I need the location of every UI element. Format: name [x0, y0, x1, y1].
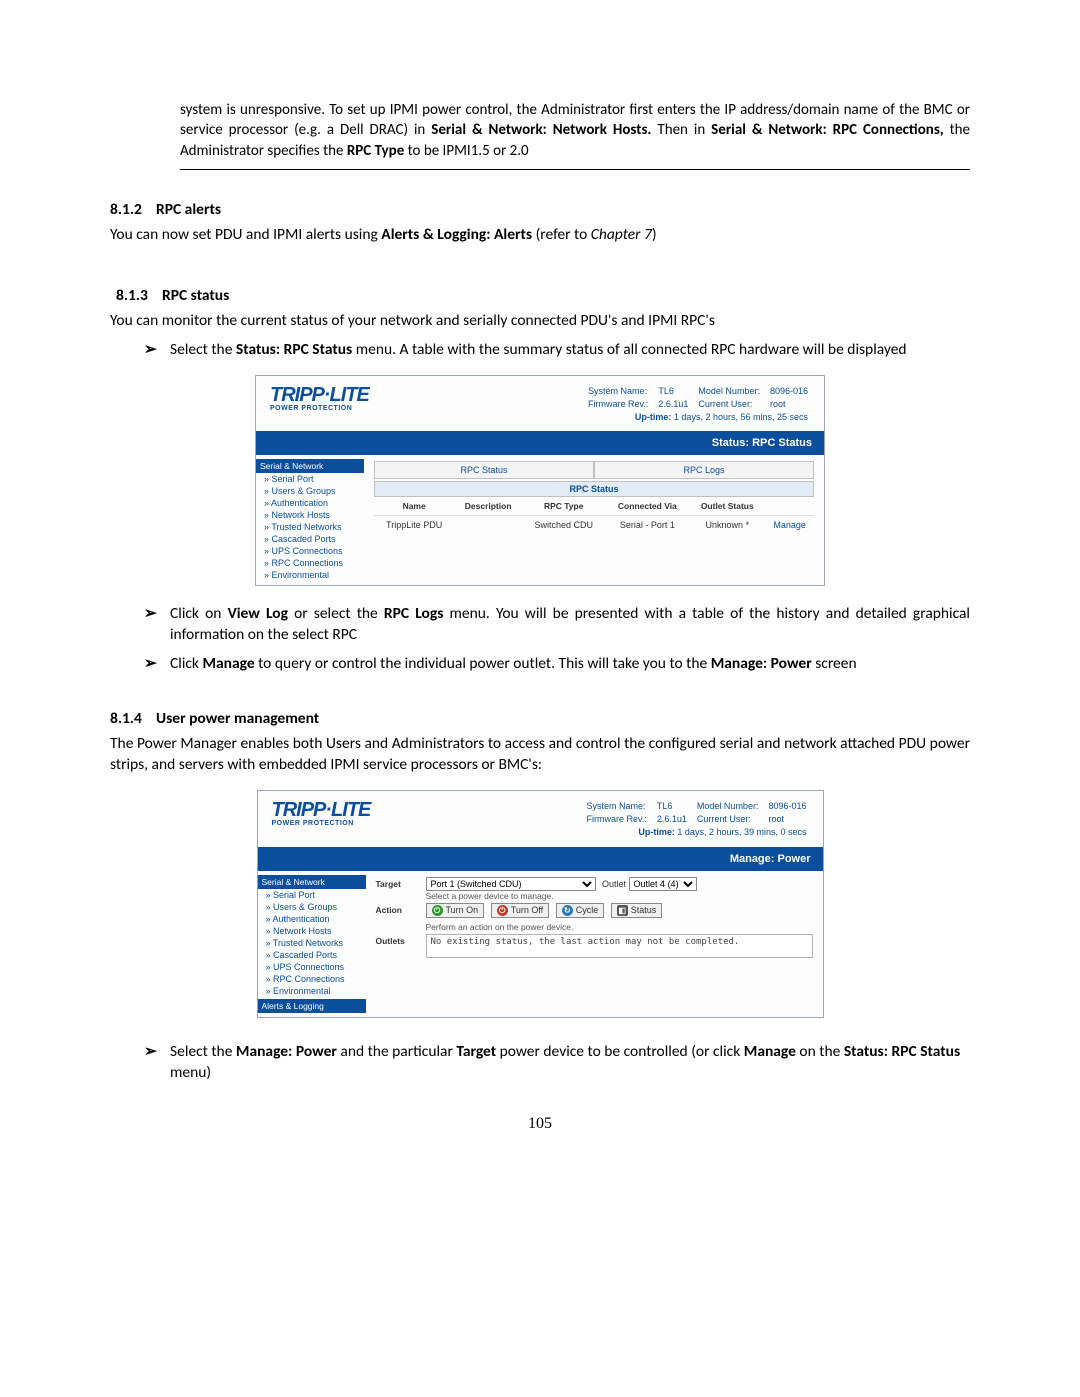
status-icon: ◧	[617, 905, 628, 916]
sidebar-item[interactable]: » RPC Connections	[258, 973, 366, 985]
sidebar-item[interactable]: » Cascaded Ports	[258, 949, 366, 961]
sidebar-item[interactable]: » UPS Connections	[256, 545, 364, 557]
shot-sidebar: Serial & Network » Serial Port » Users &…	[258, 871, 366, 1017]
bullet-arrow-icon: ➢	[144, 654, 170, 675]
bullet-8-1-3-b: ➢ Click on View Log or select the RPC Lo…	[144, 604, 970, 646]
shot-sysinfo: System Name: TL6 Model Number: 8096-016 …	[581, 799, 813, 841]
screenshot-rpc-status: TRIPP·LITE POWER PROTECTION System Name:…	[255, 375, 825, 587]
tab-rpc-logs[interactable]: RPC Logs	[594, 461, 814, 479]
sidebar-item[interactable]: » Environmental	[256, 569, 364, 581]
cycle-button[interactable]: ↻Cycle	[556, 903, 605, 918]
outlets-status-box: No existing status, the last action may …	[426, 934, 813, 958]
status-button[interactable]: ◧Status	[611, 903, 663, 918]
cycle-icon: ↻	[562, 905, 573, 916]
page-number: 105	[110, 1115, 970, 1133]
sidebar-item[interactable]: » Network Hosts	[256, 509, 364, 521]
sidebar-item[interactable]: » Environmental	[258, 985, 366, 997]
sidebar-item[interactable]: » Trusted Networks	[256, 521, 364, 533]
sidebar-item[interactable]: » Users & Groups	[258, 901, 366, 913]
screenshot-manage-power: TRIPP·LITE POWER PROTECTION System Name:…	[257, 790, 824, 1018]
sidebar-item[interactable]: » Trusted Networks	[258, 937, 366, 949]
action-hint: Perform an action on the power device.	[426, 922, 813, 932]
manage-link[interactable]: Manage	[773, 520, 806, 530]
shot-bluebar: Manage: Power	[258, 847, 823, 871]
bullet-8-1-4-a: ➢ Select the Manage: Power and the parti…	[144, 1042, 970, 1084]
target-hint: Select a power device to manage.	[426, 891, 813, 901]
bullet-8-1-3-c: ➢ Click Manage to query or control the i…	[144, 654, 970, 675]
intro-paragraph: system is unresponsive. To set up IPMI p…	[180, 100, 970, 170]
shot-logo: TRIPP·LITE POWER PROTECTION	[272, 799, 371, 841]
table-subtitle: RPC Status	[374, 481, 814, 497]
sidebar-item[interactable]: » Serial Port	[258, 889, 366, 901]
bullet-arrow-icon: ➢	[144, 340, 170, 361]
sidebar-item[interactable]: » Authentication	[258, 913, 366, 925]
sidebar-item[interactable]: » Serial Port	[256, 473, 364, 485]
shot-logo: TRIPP·LITE POWER PROTECTION	[270, 384, 369, 426]
bullet-8-1-3-a: ➢ Select the Status: RPC Status menu. A …	[144, 340, 970, 361]
sidebar-item[interactable]: » Network Hosts	[258, 925, 366, 937]
sidebar-item[interactable]: » Authentication	[256, 497, 364, 509]
shot-sidebar: Serial & Network » Serial Port » Users &…	[256, 455, 364, 585]
table-row: TrippLite PDU Switched CDU Serial - Port…	[374, 516, 814, 535]
turn-on-button[interactable]: ⏻Turn On	[426, 903, 485, 918]
section-8-1-4-head: 8.1.4User power management	[110, 709, 970, 728]
target-label: Target	[376, 877, 426, 889]
target-select[interactable]: Port 1 (Switched CDU)	[426, 877, 596, 891]
bullet-arrow-icon: ➢	[144, 604, 170, 646]
turn-off-button[interactable]: ⏻Turn Off	[491, 903, 550, 918]
section-8-1-3-body: You can monitor the current status of yo…	[110, 311, 970, 332]
action-label: Action	[376, 903, 426, 915]
section-8-1-2-body: You can now set PDU and IPMI alerts usin…	[110, 225, 970, 246]
section-8-1-4-body: The Power Manager enables both Users and…	[110, 734, 970, 776]
sidebar-item[interactable]: » Users & Groups	[256, 485, 364, 497]
bullet-arrow-icon: ➢	[144, 1042, 170, 1084]
section-8-1-2-head: 8.1.2RPC alerts	[110, 200, 970, 219]
rpc-status-table: Name Description RPC Type Connected Via …	[374, 497, 814, 534]
sidebar-item[interactable]: » Cascaded Ports	[256, 533, 364, 545]
outlets-label: Outlets	[376, 934, 426, 946]
power-off-icon: ⏻	[497, 905, 508, 916]
section-8-1-3-head: 8.1.3RPC status	[116, 286, 970, 305]
shot-bluebar: Status: RPC Status	[256, 431, 824, 455]
power-on-icon: ⏻	[432, 905, 443, 916]
tab-rpc-status[interactable]: RPC Status	[374, 461, 594, 479]
outlet-select[interactable]: Outlet 4 (4)	[629, 877, 697, 891]
shot-sysinfo: System Name: TL6 Model Number: 8096-016 …	[582, 384, 814, 426]
sidebar-item[interactable]: » RPC Connections	[256, 557, 364, 569]
sidebar-item[interactable]: » UPS Connections	[258, 961, 366, 973]
